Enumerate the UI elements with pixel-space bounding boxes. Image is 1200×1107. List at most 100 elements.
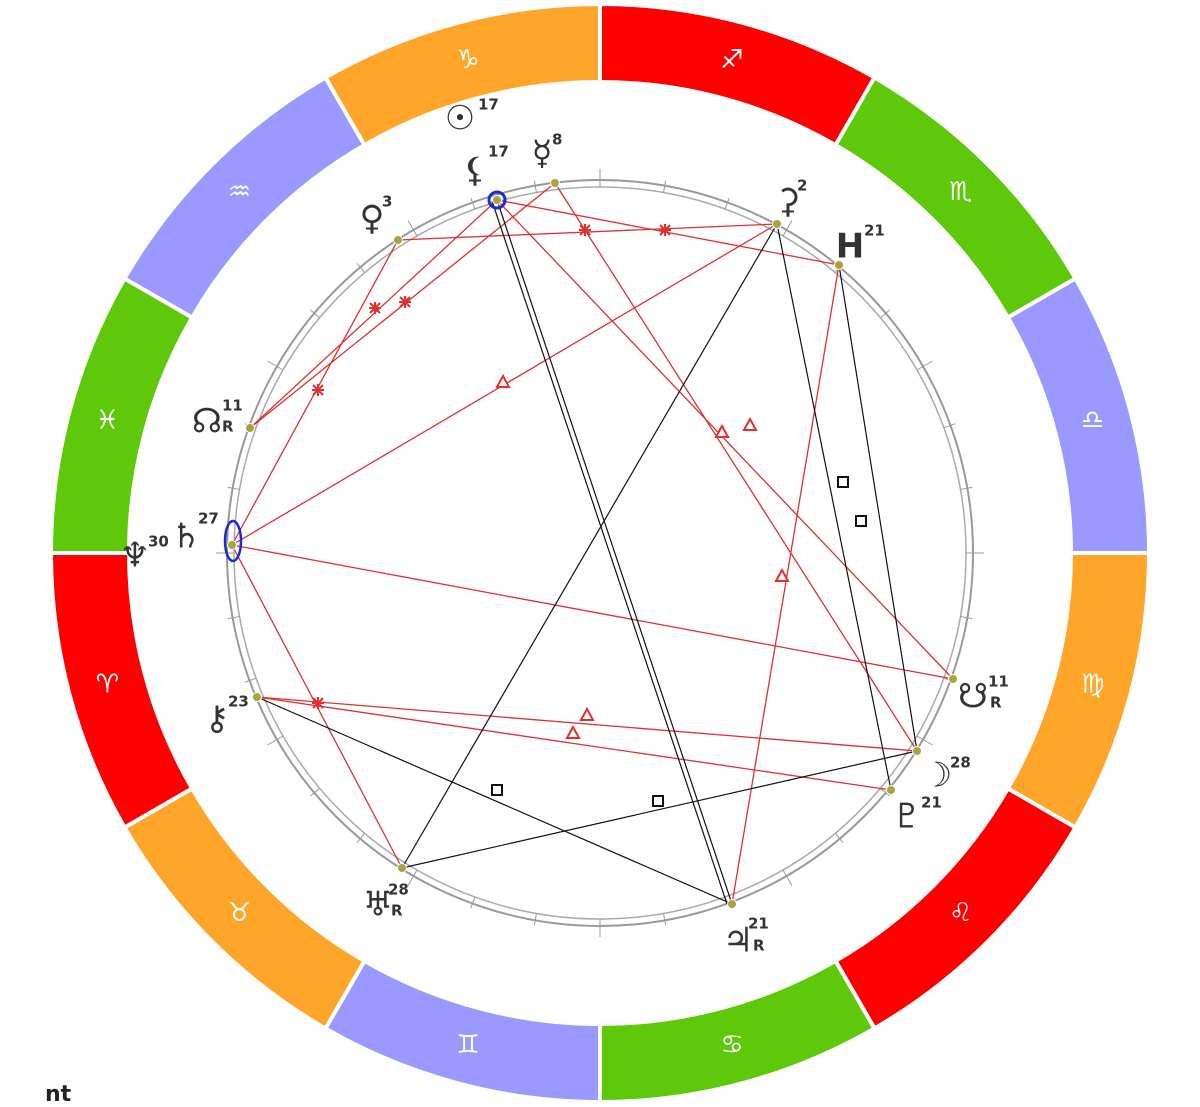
retrograde-mark: R [222, 418, 234, 436]
trine-marker [495, 373, 790, 739]
planet-glyph: ☊ [192, 402, 222, 442]
zodiac-ring: ♐ ♏ ♎ ♍ ♌ ♋ ♊ ♉ ♈ ♓ ♒ ♑ [48, 1, 1152, 1105]
planet-degree: 17 [478, 96, 499, 114]
degree-tick [880, 309, 890, 319]
degree-tick [470, 896, 476, 909]
aspect-line [256, 696, 733, 905]
planet-degree: 27 [198, 510, 219, 528]
sign-segment [48, 275, 195, 555]
degree-ticks [216, 169, 984, 937]
aspect-lines [231, 182, 954, 905]
aspect-markers [312, 224, 867, 807]
sign-glyph: ♈ [96, 669, 119, 699]
sign-glyph: ♏ [949, 177, 972, 207]
degree-tick [407, 220, 418, 237]
planet-glyph: ♀ [360, 199, 385, 239]
planet-degree: 30 [148, 533, 169, 551]
sign-glyph: ♌ [949, 898, 972, 928]
planet-glyph: ♃ [723, 921, 753, 961]
planet-degree: 23 [228, 693, 249, 711]
degree-tick [533, 913, 537, 926]
retrograde-mark: R [753, 937, 765, 955]
degree-tick [960, 616, 973, 620]
degree-tick [834, 833, 844, 843]
conjunction-marker [487, 190, 507, 210]
degree-tick [470, 197, 476, 210]
sign-segment [1005, 551, 1152, 831]
degree-tick [356, 833, 366, 843]
planet-degree: 17 [488, 143, 509, 161]
aspect-line [249, 199, 498, 429]
planet-degree: 28 [950, 754, 971, 772]
degree-tick [663, 180, 667, 193]
footer-text: nt [45, 1082, 72, 1107]
planet-degree: 2 [797, 177, 807, 195]
planet-glyph: ⚷ [205, 699, 230, 739]
degree-tick [267, 360, 284, 371]
planet-point [397, 863, 407, 873]
planet-point [227, 540, 237, 550]
aspect-line [776, 223, 892, 791]
degree-tick [244, 677, 257, 683]
degree-tick [943, 423, 956, 429]
degree-tick [310, 309, 320, 319]
planet-degree: 21 [921, 794, 942, 812]
sign-glyph: ♑ [456, 45, 479, 75]
planet-point [492, 195, 502, 205]
aspect-line [838, 264, 918, 752]
planet-glyph: ⚸ [463, 151, 488, 191]
aspect-line [496, 199, 733, 905]
degree-tick [407, 869, 418, 886]
planet-glyph: ♄ [171, 517, 201, 557]
degree-tick [880, 787, 890, 797]
retrograde-mark: R [391, 902, 403, 920]
sign-glyph: ♊ [456, 1030, 479, 1060]
sign-segment [1005, 275, 1152, 555]
planet-degree: 21 [748, 915, 769, 933]
degree-tick [782, 869, 793, 886]
planet-glyph: ☽ [922, 756, 952, 796]
sign-glyph: ♋ [720, 1030, 743, 1060]
aspect-line [401, 223, 778, 869]
conjunction-marker [223, 519, 243, 563]
planet-glyph: ☿ [532, 134, 553, 174]
degree-tick [310, 787, 320, 797]
sign-segment [322, 1, 602, 148]
inner-circle [233, 186, 967, 920]
aspect-line [554, 182, 918, 752]
planet-degree: 11 [988, 673, 1009, 691]
planet-degree: 11 [222, 397, 243, 415]
aspect-line [401, 750, 918, 869]
planet-point [772, 219, 782, 229]
aspect-line [491, 200, 728, 905]
aspect-line [496, 199, 954, 680]
planets: ☉ 17⚸ 17 ☿ 8♀3 ⚳2H 21☊ 11R♄27♆30⚷23 ☋ 11R☽28♇21♃2… [120, 96, 1009, 961]
planet-point [727, 899, 737, 909]
sign-glyph: ♒ [228, 177, 251, 207]
planet-point [886, 785, 896, 795]
sign-segment [48, 551, 195, 831]
aspect-line [256, 696, 918, 752]
degree-tick [267, 735, 284, 746]
aspect-line [256, 696, 892, 791]
aspect-line [231, 544, 954, 680]
planet-point [393, 235, 403, 245]
planet-point [948, 674, 958, 684]
degree-tick [356, 263, 366, 273]
planet-degree: 28 [388, 881, 409, 899]
retrograde-mark: R [990, 694, 1002, 712]
degree-tick [533, 180, 537, 193]
sextile-marker [312, 224, 671, 709]
degree-tick [663, 913, 667, 926]
degree-tick [960, 486, 973, 490]
planet-point [252, 692, 262, 702]
sign-glyph: ♉ [228, 898, 251, 928]
planet-degree: 8 [552, 131, 562, 149]
degree-tick [227, 486, 240, 490]
planet-glyph: ⚳ [776, 182, 801, 222]
planet-glyph: ♅ [363, 885, 393, 925]
inner-circle [226, 179, 974, 927]
sign-glyph: ♍ [1081, 669, 1104, 699]
planet-glyph: ♇ [892, 797, 922, 837]
